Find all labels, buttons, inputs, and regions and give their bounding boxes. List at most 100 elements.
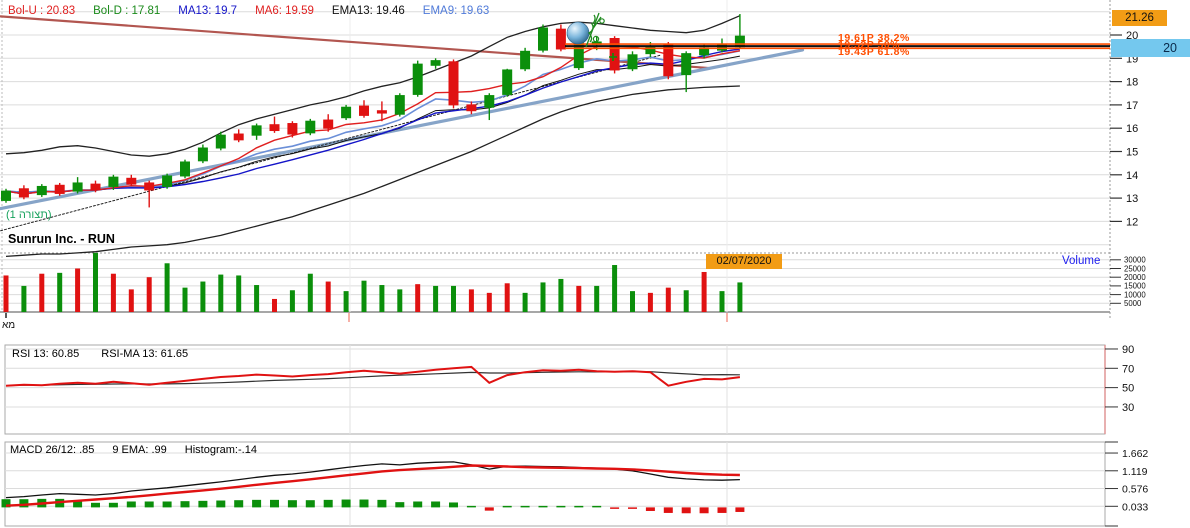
candle-body (430, 60, 441, 66)
macd-histogram-bar (663, 507, 673, 513)
macd-histogram-bar (162, 501, 172, 508)
macd-tick-label: 0.033 (1122, 501, 1148, 513)
scribble-annotation (592, 35, 600, 43)
candle-body (233, 133, 244, 141)
candle-body (359, 105, 369, 116)
volume-bar (21, 285, 27, 312)
candle-body (126, 177, 137, 185)
rsi-tick-label: 50 (1122, 383, 1134, 395)
volume-bar (218, 274, 224, 312)
rsi-tick-label: 90 (1122, 344, 1134, 356)
volume-bar (361, 280, 367, 312)
candle-body (1, 190, 11, 201)
bollinger-upper-band (5, 15, 741, 157)
rsi-pane-border (4, 344, 1106, 435)
candle-body (36, 185, 47, 196)
candle-body (466, 104, 477, 112)
volume-bar (719, 291, 725, 312)
volume-bar (254, 285, 260, 312)
macd-histogram-bar (73, 500, 83, 508)
volume-tick-label: 25000 (1124, 264, 1146, 273)
macd-pane-border (4, 441, 1106, 527)
candle-body (72, 182, 83, 192)
volume-bar (3, 275, 9, 312)
volume-bar (182, 287, 188, 312)
macd-histogram-bar (502, 505, 512, 508)
ema13-line (5, 55, 740, 193)
macd-tick-label: 1.662 (1122, 448, 1148, 460)
candle-body (287, 123, 298, 135)
candle-body (162, 175, 173, 187)
volume-bar (39, 273, 45, 312)
candle-body (197, 147, 208, 162)
volume-bar (701, 271, 707, 312)
macd-histogram-bar (574, 505, 584, 508)
macd-histogram-bar (717, 507, 727, 513)
volume-tick-label: 15000 (1124, 282, 1146, 291)
macd-histogram-bar (198, 500, 208, 508)
candle-body (90, 183, 101, 191)
macd-histogram-bar (252, 499, 262, 508)
macd-histogram-bar (19, 499, 29, 508)
candle-body (376, 110, 387, 114)
macd-histogram-bar (91, 502, 100, 508)
macd-histogram-bar (735, 507, 745, 512)
volume-bar (522, 292, 528, 312)
volume-bar (558, 278, 564, 312)
candle-body (448, 61, 459, 106)
candle-body (215, 134, 226, 149)
price-tick-label: 15 (1126, 147, 1138, 159)
macd-histogram-bar (323, 499, 333, 508)
volume-bar (397, 289, 403, 312)
volume-bar (433, 285, 439, 312)
candle-body (323, 119, 334, 129)
macd-tick-label: 0.576 (1122, 484, 1148, 496)
volume-bar (468, 289, 474, 312)
macd-tick-label: 1.119 (1122, 466, 1148, 478)
ball-annotation (566, 21, 590, 45)
candle-body (108, 176, 119, 187)
macd-histogram-bar (592, 505, 602, 508)
volume-bar (307, 273, 313, 312)
volume-bar (75, 268, 81, 312)
scribble-annotation (599, 18, 605, 24)
candle-body (18, 188, 29, 198)
candle-body (484, 95, 495, 108)
macd-histogram-bar (287, 500, 297, 508)
macd-histogram-bar (216, 500, 226, 508)
macd-histogram-bar (413, 501, 423, 508)
macd-histogram-bar (377, 499, 387, 508)
rsi-line (5, 365, 741, 387)
candle-body (412, 63, 423, 95)
macd-histogram-bar (449, 502, 458, 508)
rsi-ma-line (5, 370, 740, 387)
volume-bar (647, 292, 653, 312)
rsi-tick-label: 30 (1122, 402, 1134, 414)
volume-bar (415, 284, 421, 312)
volume-bar (200, 281, 206, 312)
volume-bar (236, 275, 242, 312)
price-tick-label: 17 (1126, 100, 1138, 112)
macd-histogram-bar (144, 501, 154, 508)
price-tick-label: 18 (1126, 77, 1138, 89)
volume-bar (612, 265, 618, 312)
macd-histogram-bar (466, 505, 476, 508)
macd-histogram-bar (520, 505, 530, 508)
scribble-annotation (585, 12, 602, 48)
volume-bar (57, 272, 63, 312)
volume-bar (93, 252, 98, 312)
macd-histogram-bar (610, 507, 620, 509)
candle-body (180, 161, 190, 177)
volume-bar (325, 281, 331, 312)
candle-body (251, 125, 262, 136)
rsi-tick-label: 70 (1122, 363, 1134, 375)
macd-histogram-bar (126, 501, 136, 508)
volume-bar (164, 263, 170, 312)
volume-bar (737, 282, 743, 312)
candle-body (54, 184, 65, 194)
macd-histogram-bar (234, 500, 244, 508)
volume-bar (110, 273, 116, 312)
candle-body (555, 28, 566, 50)
